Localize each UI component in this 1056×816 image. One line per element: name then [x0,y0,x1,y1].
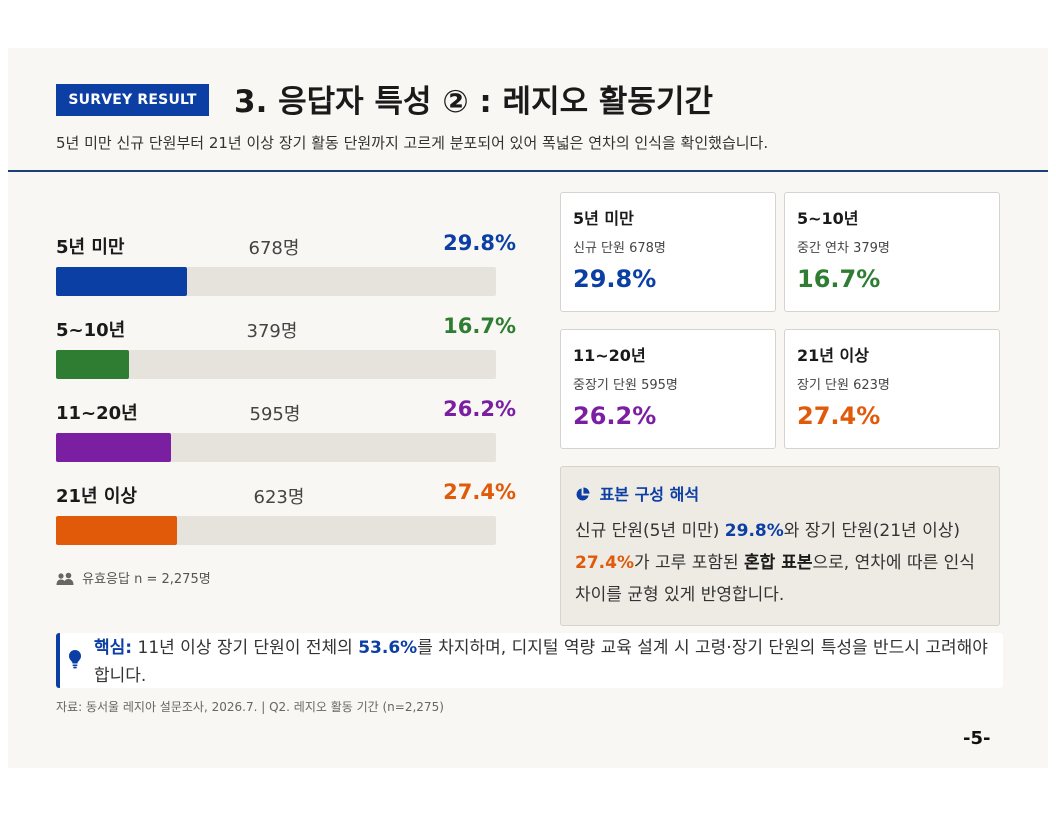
bar-label: 21년 이상 [56,486,137,507]
bar [56,516,177,545]
interpretation-box: 표본 구성 해석 신규 단원(5년 미만) 29.8%와 장기 단원(21년 이… [560,466,1000,626]
bar-value-label: 16.7% [443,314,516,338]
bar-track [56,433,496,462]
stat-card: 11~20년 중장기 단원 595명 26.2% [560,329,776,449]
card-percentage: 29.8% [573,265,657,293]
bar-label: 11~20년 [56,403,138,424]
card-label: 5~10년 [797,209,859,228]
card-description: 중간 연차 379명 [797,241,890,256]
card-percentage: 27.4% [797,402,881,430]
page-title: 3. 응답자 특성 ② : 레지오 활동기간 [234,84,713,120]
header-divider [8,170,1048,172]
bar [56,350,129,379]
bar-value-label: 26.2% [443,397,516,421]
bar [56,433,171,462]
key-insight-label: 핵심: [94,638,133,658]
card-percentage: 16.7% [797,265,881,293]
survey-result-badge: SURVEY RESULT [56,84,209,116]
highlight-mixed-sample: 혼합 표본 [744,553,813,573]
slide: SURVEY RESULT 3. 응답자 특성 ② : 레지오 활동기간 5년 … [8,48,1048,768]
bar-count: 595명 [249,404,301,425]
card-description: 신규 단원 678명 [573,241,666,256]
bar-track [56,267,496,296]
key-insight-callout: 핵심: 11년 이상 장기 단원이 전체의 53.6%를 차지하며, 디지털 역… [56,633,1003,688]
card-description: 중장기 단원 595명 [573,378,678,393]
lightbulb-icon [68,649,82,673]
card-label: 5년 미만 [573,209,634,228]
interpretation-title: 표본 구성 해석 [599,485,700,504]
bar [56,267,187,296]
bar-label: 5년 미만 [56,237,125,258]
bar-count: 623명 [253,487,305,508]
card-description: 장기 단원 623명 [797,378,890,393]
text-run: 를 차지하며, 디지털 역량 교육 설계 시 고령·장기 단원의 특성을 반드시… [94,638,988,686]
bar-track [56,516,496,545]
page-number: -5- [963,728,991,749]
stat-card: 5년 미만 신규 단원 678명 29.8% [560,192,776,312]
interpretation-heading: 표본 구성 해석 [575,481,699,505]
source-note: 자료: 동서울 레지아 설문조사, 2026.7. | Q2. 레지오 활동 기… [56,700,444,714]
highlight-long-term-members: 27.4% [575,553,634,573]
interpretation-text: 신규 단원(5년 미만) 29.8%와 장기 단원(21년 이상) 27.4%가… [575,515,980,611]
text-run: 신규 단원(5년 미만) [575,521,725,541]
key-insight-text: 핵심: 11년 이상 장기 단원이 전체의 53.6%를 차지하며, 디지털 역… [94,634,999,690]
card-label: 11~20년 [573,346,646,365]
text-run: 으로, 연차에 따른 인식 차이를 균형 있게 반영합니다. [575,553,975,605]
card-label: 21년 이상 [797,346,869,365]
bar-value-label: 27.4% [443,480,516,504]
highlight-share: 53.6% [358,638,418,658]
stat-card: 21년 이상 장기 단원 623명 27.4% [784,329,1000,449]
highlight-new-members: 29.8% [724,521,784,541]
bar-label: 5~10년 [56,320,126,341]
bar-count: 379명 [246,321,298,342]
pie-chart-icon [575,485,600,504]
bar-track [56,350,496,379]
valid-responses-note: 유효응답 n = 2,275명 [56,568,211,587]
text-run: 11년 이상 장기 단원이 전체의 [132,638,359,658]
bar-value-label: 29.8% [443,231,516,255]
text-run: 와 장기 단원(21년 이상) [783,521,960,541]
page-subtitle: 5년 미만 신규 단원부터 21년 이상 장기 활동 단원까지 고르게 분포되어… [56,134,769,152]
users-icon [56,572,82,587]
card-percentage: 26.2% [573,402,657,430]
bar-count: 678명 [248,238,300,259]
valid-responses-text: 유효응답 n = 2,275명 [82,572,211,587]
text-run: 가 고루 포함된 [633,553,745,573]
stat-card: 5~10년 중간 연차 379명 16.7% [784,192,1000,312]
